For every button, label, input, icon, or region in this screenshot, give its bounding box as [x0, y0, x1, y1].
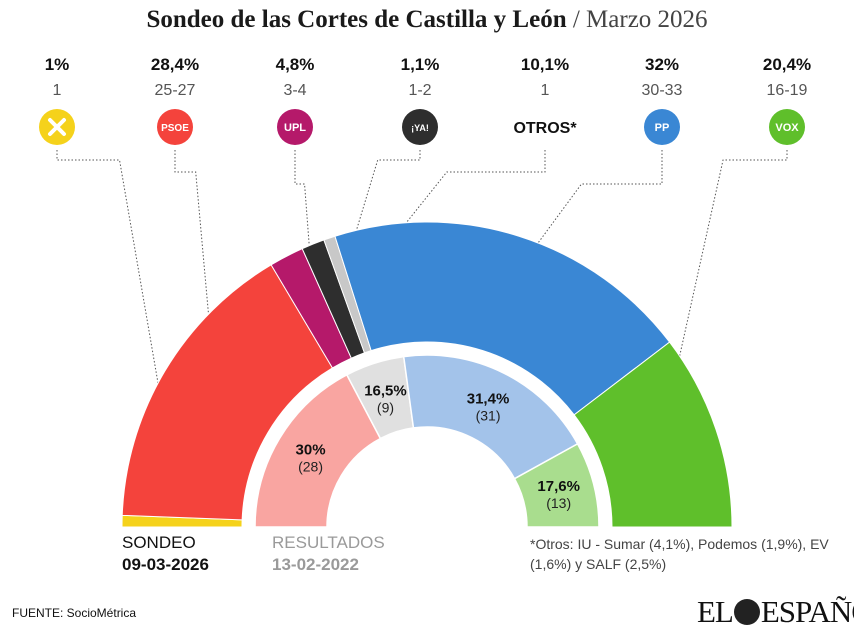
- leader-line-otros: [348, 150, 546, 296]
- psoe-logo-text: PSOE: [161, 123, 189, 134]
- header-soria_ya: 1,1% 1-2 ¡YA!: [401, 55, 440, 145]
- header-pp: 32% 30-33 PP: [642, 55, 683, 145]
- header-pct-vox: 20,4%: [763, 55, 811, 74]
- resultados-seats-pp: (31): [476, 407, 501, 423]
- title-main: Sondeo de las Cortes de Castilla y León: [146, 6, 567, 33]
- resultados-pct-psoe: 30%: [296, 442, 326, 459]
- resultados-date: 13-02-2022: [272, 555, 359, 574]
- soria_ya-logo-icon: [402, 109, 438, 145]
- leader-line-pp: [500, 150, 663, 294]
- header-pct-soria_ya: 1,1%: [401, 55, 440, 74]
- header-pct-pp: 32%: [645, 55, 679, 74]
- sondeo-ring: [121, 221, 733, 528]
- leader-line-upl: [294, 150, 315, 310]
- header-pct-por_avila: 1%: [45, 55, 70, 74]
- resultados-pct-vox: 17,6%: [537, 478, 580, 495]
- sondeo-title: SONDEO: [122, 533, 196, 552]
- header-seats-otros: 1: [541, 82, 550, 99]
- header-seats-vox: 16-19: [767, 82, 808, 99]
- resultados-title: RESULTADOS: [272, 533, 385, 552]
- sondeo-date: 09-03-2026: [122, 555, 209, 574]
- header-por_avila: 1%1: [39, 55, 75, 145]
- header-seats-por_avila: 1: [53, 82, 62, 99]
- soria_ya-logo-text: ¡YA!: [411, 123, 429, 133]
- chart-title: Sondeo de las Cortes de Castilla y León …: [0, 6, 854, 34]
- header-pct-psoe: 28,4%: [151, 55, 199, 74]
- header-seats-soria_ya: 1-2: [408, 82, 431, 99]
- header-otros: 10,1% 1 OTROS*: [513, 55, 577, 137]
- header-pct-upl: 4,8%: [276, 55, 315, 74]
- lion-icon: [733, 599, 760, 625]
- upl-logo-icon: [277, 109, 313, 145]
- brand-left: EL: [697, 594, 734, 629]
- resultados-pct-otros: 16,5%: [364, 382, 407, 399]
- resultados-pct-pp: 31,4%: [467, 390, 510, 407]
- brand-right: ESPAÑOL: [760, 594, 854, 629]
- header-psoe: 28,4% 25-27 PSOE: [151, 55, 199, 145]
- party-headers: 1%128,4%25-27PSOE4,8%3-4UPL1,1%1-2¡YA!10…: [39, 55, 811, 145]
- vox-logo-icon: [769, 109, 805, 145]
- sondeo-label: SONDEO 09-03-2026: [122, 532, 209, 576]
- leader-line-vox: [658, 150, 788, 449]
- leader-line-psoe: [174, 150, 217, 402]
- sondeo-slice-vox: [573, 341, 733, 528]
- psoe-logo-icon: [157, 109, 193, 145]
- title-separator: /: [566, 6, 587, 33]
- resultados-seats-vox: (13): [546, 495, 571, 511]
- pp-logo-text: PP: [655, 122, 670, 134]
- source-credit: FUENTE: SocioMétrica: [12, 606, 137, 620]
- title-subtitle: Marzo 2026: [586, 6, 708, 33]
- header-pct-otros: 10,1%: [521, 55, 569, 74]
- leader-lines: [56, 150, 788, 523]
- header-seats-psoe: 25-27: [155, 82, 196, 99]
- vox-logo-text: VOX: [775, 122, 799, 134]
- cross-icon: [48, 118, 66, 136]
- otros-footnote: *Otros: IU - Sumar (4,1%), Podemos (1,9%…: [530, 536, 829, 572]
- resultados-labels: 30%(28) 16,5%(9) 31,4%(31) 17,6%(13): [296, 382, 580, 511]
- header-seats-upl: 3-4: [283, 82, 306, 99]
- leader-line-soria_ya: [334, 150, 421, 300]
- resultados-slice-vox: [513, 442, 600, 528]
- resultados-ring: [254, 354, 600, 528]
- resultados-seats-otros: (9): [377, 399, 394, 415]
- sondeo-slice-pp: [334, 221, 671, 416]
- pp-logo-icon: [644, 109, 680, 145]
- leader-line-por_avila: [56, 150, 183, 523]
- header-upl: 4,8% 3-4 UPL: [276, 55, 315, 145]
- resultados-label: RESULTADOS 13-02-2022: [272, 532, 385, 576]
- upl-logo-text: UPL: [284, 122, 306, 134]
- header-vox: 20,4% 16-19 VOX: [763, 55, 811, 145]
- resultados-seats-psoe: (28): [298, 459, 323, 475]
- el-espanol-logo: EL ESPAÑOL: [697, 594, 854, 630]
- header-seats-pp: 30-33: [642, 82, 683, 99]
- otros-label: OTROS*: [513, 120, 577, 137]
